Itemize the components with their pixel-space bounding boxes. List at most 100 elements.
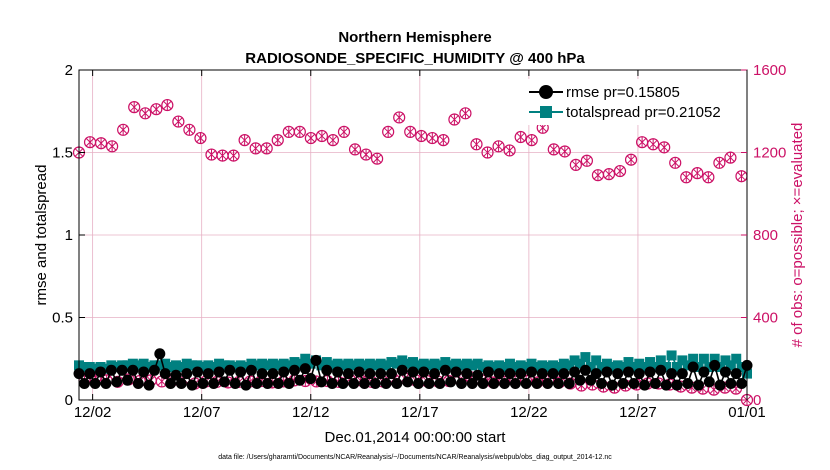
totalspread-point	[386, 357, 397, 368]
rmse-point	[509, 378, 521, 389]
totalspread-point	[537, 360, 548, 371]
rmse-point	[148, 364, 160, 376]
obs-possible-point	[94, 137, 108, 150]
obs-evaluated-point	[449, 114, 459, 125]
rmse-point	[579, 364, 591, 376]
totalspread-point	[257, 358, 268, 369]
rmse-point	[143, 379, 155, 391]
totalspread-point	[725, 360, 736, 371]
y-left-tick-label: 0.5	[52, 310, 73, 327]
totalspread-point	[343, 358, 354, 369]
obs-possible-point	[525, 134, 538, 147]
legend-rmse-label: rmse pr=0.15805	[566, 84, 680, 101]
rmse-point	[359, 378, 371, 389]
totalspread-point	[321, 357, 332, 368]
obs-possible-point	[558, 145, 571, 158]
obs-evaluated-point	[295, 126, 305, 138]
totalspread-point	[332, 358, 343, 369]
y-right-tick-label: 1600	[753, 62, 786, 79]
rmse-point	[526, 366, 538, 378]
totalspread-point	[639, 362, 650, 372]
totalspread-point	[300, 353, 311, 364]
obs-possible-point	[359, 148, 373, 161]
totalspread-point	[364, 358, 375, 369]
rmse-point	[504, 368, 516, 380]
rmse-point	[601, 366, 613, 378]
rmse-point	[294, 374, 306, 386]
rmse-point	[192, 366, 204, 378]
totalspread-point	[548, 360, 559, 371]
legend-box	[527, 79, 745, 125]
obs-evaluated-point	[262, 143, 272, 154]
totalspread-point	[461, 358, 472, 369]
totalspread-point	[90, 363, 101, 374]
totalspread-point	[262, 360, 273, 371]
rmse-point	[666, 368, 678, 380]
totalspread-point	[176, 362, 187, 372]
obs-possible-point	[161, 98, 174, 112]
obs-possible-point	[172, 115, 185, 128]
rmse-point	[321, 364, 333, 376]
obs-possible-point	[647, 138, 660, 151]
totalspread-point	[580, 352, 591, 363]
obs-evaluated-point	[317, 130, 327, 142]
rmse-point	[213, 366, 225, 378]
obs-evaluated-point	[482, 147, 493, 158]
rmse-point	[272, 378, 284, 389]
obs-evaluated-point	[527, 134, 537, 146]
obs-evaluated-point	[460, 108, 470, 119]
rmse-point	[326, 378, 338, 389]
totalspread-point	[494, 360, 505, 371]
obs-evaluated-point	[96, 138, 106, 149]
data-file-footnote: data file: /Users/gharamti/Documents/NCA…	[218, 454, 612, 461]
totalspread-point	[246, 358, 257, 369]
rmse-point	[649, 378, 661, 389]
totalspread-point	[650, 362, 661, 372]
obs-evaluated-point	[549, 144, 559, 155]
totalspread-point	[219, 360, 230, 371]
obs-evaluated-point	[681, 172, 691, 183]
obs-evaluated-point	[85, 136, 95, 148]
obs-possible-point	[724, 151, 737, 164]
obs-possible-point	[260, 142, 273, 155]
rmse-point	[536, 368, 548, 380]
obs-evaluated-point	[648, 139, 658, 150]
legend-rmse-marker	[539, 85, 553, 99]
totalspread-point	[230, 362, 241, 372]
obs-evaluated-point	[593, 169, 603, 181]
rmse-point	[515, 368, 527, 380]
totalspread-point	[736, 362, 747, 372]
totalspread-point	[569, 355, 580, 366]
rmse-point	[337, 378, 349, 389]
rmse-point	[202, 368, 214, 380]
rmse-point	[499, 378, 511, 389]
obs-evaluated-point	[659, 142, 669, 153]
rmse-point	[89, 378, 101, 389]
rmse-point	[342, 368, 354, 380]
obs-possible-point	[680, 171, 693, 184]
obs-evaluated-point	[361, 149, 371, 160]
obs-evaluated-point	[383, 126, 393, 138]
legend-spread-label: totalspread pr=0.21052	[566, 104, 721, 121]
totalspread-point	[483, 360, 494, 371]
rmse-point	[466, 378, 478, 389]
rmse-point	[412, 378, 424, 389]
obs-evaluated-point	[471, 139, 482, 150]
obs-possible-point	[492, 140, 505, 153]
obs-evaluated-point	[571, 159, 581, 171]
rmse-point	[682, 378, 694, 389]
rmse-point	[380, 378, 392, 389]
obs-possible-point	[393, 111, 406, 124]
totalspread-point	[688, 353, 699, 364]
rmse-point	[563, 378, 575, 389]
legend-spread-marker	[540, 106, 552, 118]
totalspread-point	[623, 357, 634, 368]
totalspread-point	[510, 362, 521, 372]
totalspread-point	[305, 358, 316, 369]
totalspread-point	[84, 362, 95, 372]
obs-possible-point	[382, 125, 395, 138]
totalspread-point	[682, 360, 693, 371]
obs-evaluated-point	[195, 132, 206, 144]
totalspread-point	[181, 358, 192, 369]
